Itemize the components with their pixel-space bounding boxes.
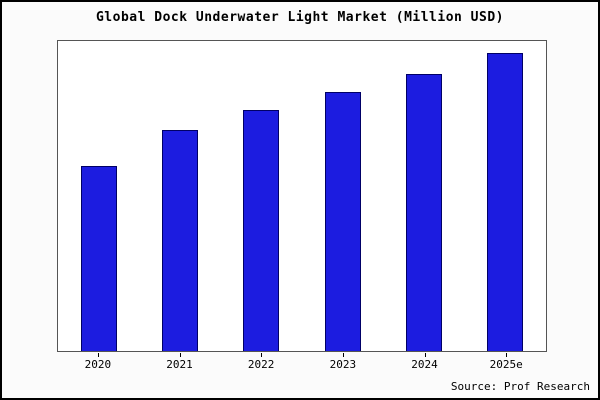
bar-2025e [487,52,524,351]
x-tick-label: 2024 [384,353,466,371]
x-axis-labels: 2020 2021 2022 2023 2024 2025e [57,353,547,371]
x-tick-label: 2021 [139,353,221,371]
bar-slot [465,41,546,351]
bar-2023 [324,91,361,351]
bar-slot [139,41,220,351]
bar-2020 [80,166,117,351]
source-caption: Source: Prof Research [450,380,590,393]
bar-slot [383,41,464,351]
bar-2021 [161,130,198,351]
x-tick-label: 2022 [220,353,302,371]
bar-slot [58,41,139,351]
x-tick-label: 2023 [302,353,384,371]
x-tick-label: 2025e [465,353,547,371]
bar-slot [221,41,302,351]
bar-2024 [405,73,442,351]
bar-slot [302,41,383,351]
plot-area [57,40,547,352]
chart-title: Global Dock Underwater Light Market (Mil… [95,10,504,25]
x-tick-label: 2020 [57,353,139,371]
bar-2022 [243,109,280,351]
